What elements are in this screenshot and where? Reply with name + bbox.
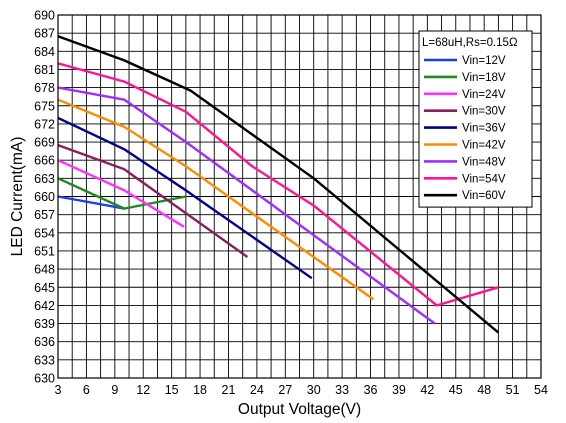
y-tick-label: 681 — [34, 63, 55, 77]
x-tick-label: 18 — [193, 383, 207, 397]
x-tick-label: 27 — [278, 383, 292, 397]
y-tick-label: 678 — [34, 81, 55, 95]
series-line — [57, 159, 185, 228]
y-tick-label: 633 — [34, 353, 55, 367]
x-tick-label: 9 — [111, 383, 118, 397]
x-tick-label: 12 — [136, 383, 150, 397]
y-tick-label: 675 — [34, 99, 55, 113]
y-tick-label: 672 — [34, 117, 55, 131]
legend-label: Vin=30V — [462, 106, 506, 118]
y-tick-label: 654 — [34, 226, 55, 240]
series-layer — [57, 35, 500, 334]
y-tick-label: 690 — [34, 9, 55, 23]
series-line — [57, 177, 187, 210]
legend-label: Vin=18V — [462, 72, 506, 84]
legend-label: Vin=48V — [462, 156, 506, 168]
y-tick-label: 684 — [34, 45, 55, 59]
x-tick-label: 51 — [506, 383, 520, 397]
legend-label: Vin=36V — [462, 123, 506, 135]
legend-label: Vin=42V — [462, 140, 506, 152]
y-tick-label: 663 — [34, 172, 55, 186]
y-tick-label: 660 — [34, 190, 55, 204]
x-tick-label: 45 — [449, 383, 463, 397]
y-tick-label: 651 — [34, 244, 55, 258]
x-tick-label: 6 — [83, 383, 90, 397]
y-tick-label: 687 — [34, 27, 55, 41]
legend-label: Vin=54V — [462, 173, 506, 185]
y-tick-label: 657 — [34, 208, 55, 222]
x-tick-labels: 3 6 9 12 15 18 21 24 27 30 33 36 39 42 45 48 51 54 — [55, 383, 548, 397]
series-line — [57, 86, 436, 325]
series-line — [57, 98, 375, 301]
x-tick-label: 21 — [222, 383, 236, 397]
series-line — [57, 116, 313, 280]
plot-frame — [57, 14, 542, 379]
y-tick-label: 669 — [34, 136, 55, 150]
y-tick-label: 642 — [34, 299, 55, 313]
y-tick-label: 666 — [34, 154, 55, 168]
legend-label: Vin=12V — [462, 55, 506, 67]
legend: L=68uH,Rs=0.15Ω Vin=12V Vin=18V Vin=24V Vin… — [418, 30, 533, 208]
x-tick-label: 15 — [165, 383, 179, 397]
y-tick-label: 636 — [34, 335, 55, 349]
y-tick-label: 639 — [34, 317, 55, 331]
x-tick-label: 30 — [307, 383, 321, 397]
x-tick-label: 48 — [477, 383, 491, 397]
x-tick-label: 39 — [392, 383, 406, 397]
series-line — [57, 35, 500, 334]
y-tick-label: 645 — [34, 281, 55, 295]
y-tick-label: 630 — [34, 372, 55, 386]
legend-label: Vin=24V — [462, 89, 506, 101]
x-tick-label: 33 — [335, 383, 349, 397]
y-axis-label: LED Current(mA) — [9, 137, 26, 257]
x-tick-label: 3 — [55, 383, 62, 397]
legend-label: Vin=60V — [462, 190, 506, 202]
x-tick-label: 24 — [250, 383, 264, 397]
series-line — [57, 62, 499, 307]
legend-title: L=68uH,Rs=0.15Ω — [422, 37, 518, 49]
y-tick-labels: 630 633 636 639 642 645 648 651 654 657 660 663 666 6… — [34, 9, 55, 386]
x-tick-label: 54 — [534, 383, 548, 397]
series-line — [57, 195, 125, 210]
x-tick-label: 42 — [420, 383, 434, 397]
series-line — [57, 143, 249, 258]
x-tick-label: 36 — [364, 383, 378, 397]
y-tick-label: 648 — [34, 263, 55, 277]
x-axis-label: Output Voltage(V) — [238, 401, 361, 418]
